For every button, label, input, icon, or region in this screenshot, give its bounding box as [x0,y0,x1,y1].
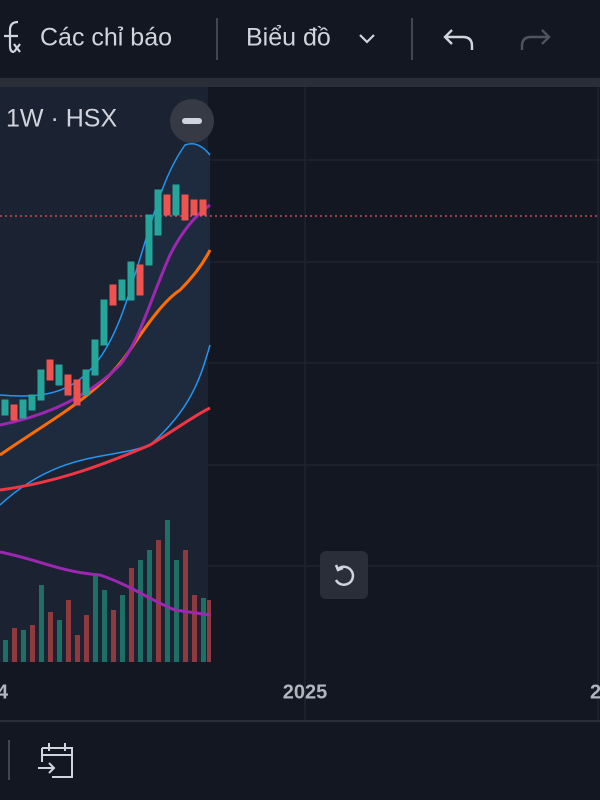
dropdown-icon[interactable] [359,34,375,44]
bottom-bar [8,740,73,780]
time-label: 4 [0,681,9,703]
reset-chart-button[interactable] [320,551,368,599]
chart-type-button[interactable]: Biểu đồ [246,24,331,52]
toolbar-border [0,78,600,87]
toolbar: Các chỉ báo Biểu đồ [4,18,551,60]
symbol-label: 1W · HSX [6,105,117,133]
goto-date-icon[interactable] [38,743,73,778]
time-label: 2025 [283,681,328,703]
minus-icon [182,118,202,124]
volume [0,520,211,662]
reset-icon [334,564,355,587]
time-axis: 4 2025 2 [0,681,600,703]
time-label: 2 [590,681,600,703]
chart-pane: 1W · HSX [0,87,600,720]
redo-icon[interactable] [520,29,551,50]
indicators [0,143,212,506]
undo-icon[interactable] [443,29,474,50]
candles [1,184,207,421]
fx-icon[interactable] [4,20,21,54]
indicators-button[interactable]: Các chỉ báo [40,24,172,52]
